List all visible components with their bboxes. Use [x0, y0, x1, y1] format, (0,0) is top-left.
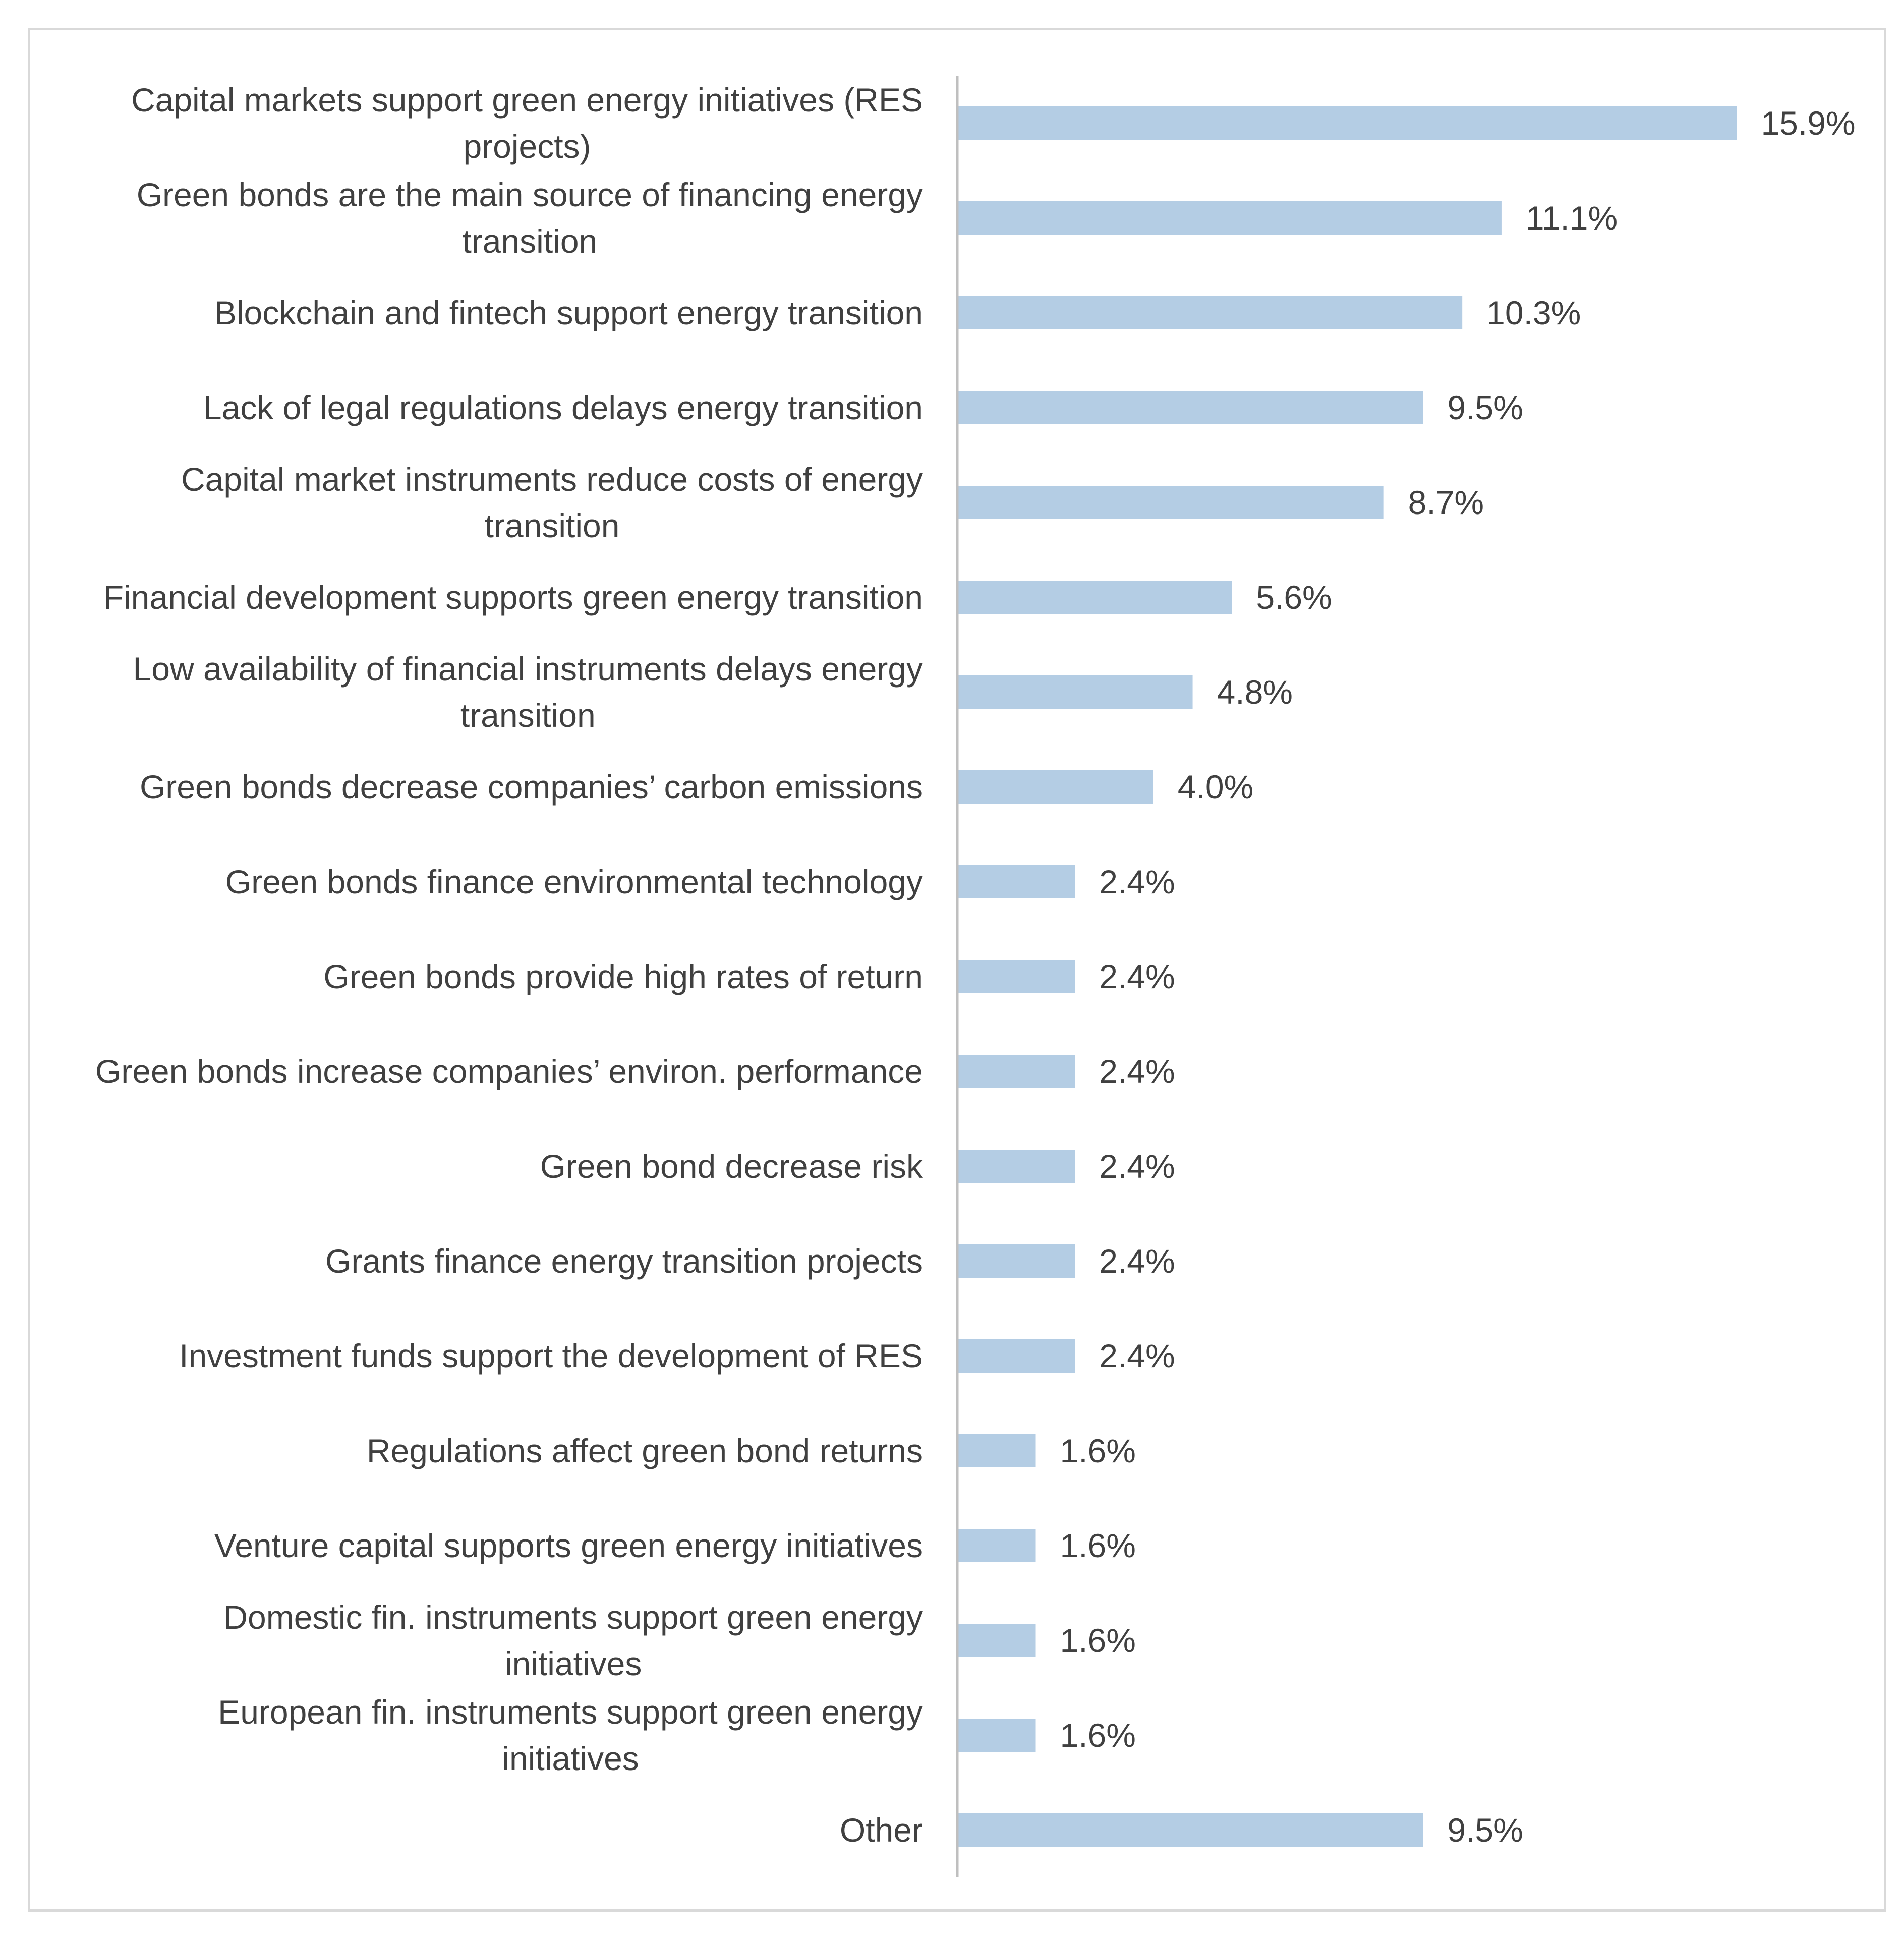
bar-18 [957, 1719, 1036, 1752]
bar-8 [957, 770, 1153, 804]
value-label-13: 2.4% [1099, 1242, 1175, 1280]
bars-layer [957, 106, 1737, 1847]
category-label-1: Capital markets support green energy ini… [131, 81, 923, 165]
category-label-13-line-1: Grants finance energy transition project… [325, 1242, 923, 1280]
value-label-17: 1.6% [1060, 1622, 1136, 1659]
value-label-4: 9.5% [1447, 389, 1523, 426]
bar-9 [957, 865, 1075, 898]
category-label-10: Green bonds provide high rates of return [323, 958, 923, 995]
value-label-5: 8.7% [1408, 484, 1484, 521]
value-label-12: 2.4% [1099, 1148, 1175, 1185]
category-label-17-line-2: initiatives [505, 1645, 642, 1682]
category-label-16-line-1: Venture capital supports green energy in… [214, 1527, 923, 1564]
bar-19 [957, 1813, 1423, 1847]
category-label-13: Grants finance energy transition project… [325, 1242, 923, 1280]
category-label-6: Financial development supports green ene… [103, 579, 923, 616]
value-label-6: 5.6% [1256, 579, 1332, 616]
category-label-4: Lack of legal regulations delays energy … [203, 389, 923, 426]
category-label-17-line-1: Domestic fin. instruments support green … [223, 1599, 923, 1636]
category-label-15: Regulations affect green bond returns [367, 1432, 923, 1469]
category-label-12-line-1: Green bond decrease risk [540, 1148, 924, 1185]
category-label-11: Green bonds increase companies’ environ.… [95, 1053, 923, 1090]
bar-4 [957, 391, 1423, 424]
bar-1 [957, 106, 1737, 140]
category-label-17: Domestic fin. instruments support green … [223, 1599, 923, 1682]
value-label-15: 1.6% [1060, 1432, 1136, 1469]
category-label-14: Investment funds support the development… [179, 1337, 923, 1375]
category-label-11-line-1: Green bonds increase companies’ environ.… [95, 1053, 923, 1090]
category-label-2-line-1: Green bonds are the main source of finan… [137, 176, 923, 213]
category-label-18-line-1: European fin. instruments support green … [218, 1693, 923, 1731]
value-labels: 15.9% 11.1% 10.3% 9.5% 8.7% 5.6% 4.8% 4.0% 2.4% 2… [1060, 104, 1856, 1849]
category-label-7-line-2: transition [460, 697, 596, 734]
bar-11 [957, 1055, 1075, 1088]
bar-10 [957, 960, 1075, 993]
category-labels: Capital markets support green energy ini… [95, 81, 924, 1849]
category-label-16: Venture capital supports green energy in… [214, 1527, 923, 1564]
bar-5 [957, 486, 1384, 519]
category-label-6-line-1: Financial development supports green ene… [103, 579, 923, 616]
category-label-8: Green bonds decrease companies’ carbon e… [140, 768, 923, 806]
category-label-8-line-1: Green bonds decrease companies’ carbon e… [140, 768, 923, 806]
category-label-2-line-2: transition [462, 222, 597, 260]
category-label-5-line-2: transition [485, 507, 620, 544]
value-label-14: 2.4% [1099, 1337, 1175, 1375]
category-label-1-line-1: Capital markets support green energy ini… [131, 81, 923, 119]
category-label-14-line-1: Investment funds support the development… [179, 1337, 923, 1375]
category-label-9: Green bonds finance environmental techno… [225, 863, 923, 900]
category-label-5: Capital market instruments reduce costs … [181, 461, 923, 544]
value-label-16: 1.6% [1060, 1527, 1136, 1564]
bar-6 [957, 581, 1232, 614]
value-label-11: 2.4% [1099, 1053, 1175, 1090]
category-label-1-line-2: projects) [463, 128, 591, 165]
value-label-18: 1.6% [1060, 1717, 1136, 1754]
value-label-10: 2.4% [1099, 958, 1175, 995]
bar-14 [957, 1339, 1075, 1373]
category-label-19: Other [840, 1811, 923, 1849]
bar-16 [957, 1529, 1036, 1562]
category-label-9-line-1: Green bonds finance environmental techno… [225, 863, 923, 900]
value-label-8: 4.0% [1178, 768, 1253, 806]
category-label-18-line-2: initiatives [502, 1740, 639, 1777]
category-label-5-line-1: Capital market instruments reduce costs … [181, 461, 923, 498]
value-label-2: 11.1% [1526, 199, 1618, 237]
bar-12 [957, 1150, 1075, 1183]
bar-15 [957, 1434, 1036, 1467]
bar-13 [957, 1244, 1075, 1278]
value-label-1: 15.9% [1761, 104, 1855, 142]
bar-7 [957, 675, 1193, 709]
category-label-15-line-1: Regulations affect green bond returns [367, 1432, 923, 1469]
category-label-2: Green bonds are the main source of finan… [137, 176, 923, 260]
value-label-7: 4.8% [1217, 673, 1293, 711]
category-label-18: European fin. instruments support green … [218, 1693, 923, 1777]
category-label-7-line-1: Low availability of financial instrument… [133, 650, 923, 688]
category-label-3-line-1: Blockchain and fintech support energy tr… [214, 294, 923, 331]
category-label-7: Low availability of financial instrument… [133, 650, 923, 734]
category-label-19-line-1: Other [840, 1811, 923, 1849]
bar-2 [957, 201, 1502, 235]
category-label-10-line-1: Green bonds provide high rates of return [323, 958, 923, 995]
bar-17 [957, 1624, 1036, 1657]
value-label-9: 2.4% [1099, 863, 1175, 900]
category-label-4-line-1: Lack of legal regulations delays energy … [203, 389, 923, 426]
bar-3 [957, 296, 1463, 329]
category-label-3: Blockchain and fintech support energy tr… [214, 294, 923, 331]
value-label-19: 9.5% [1447, 1811, 1523, 1849]
category-label-12: Green bond decrease risk [540, 1148, 924, 1185]
value-label-3: 10.3% [1486, 294, 1581, 331]
